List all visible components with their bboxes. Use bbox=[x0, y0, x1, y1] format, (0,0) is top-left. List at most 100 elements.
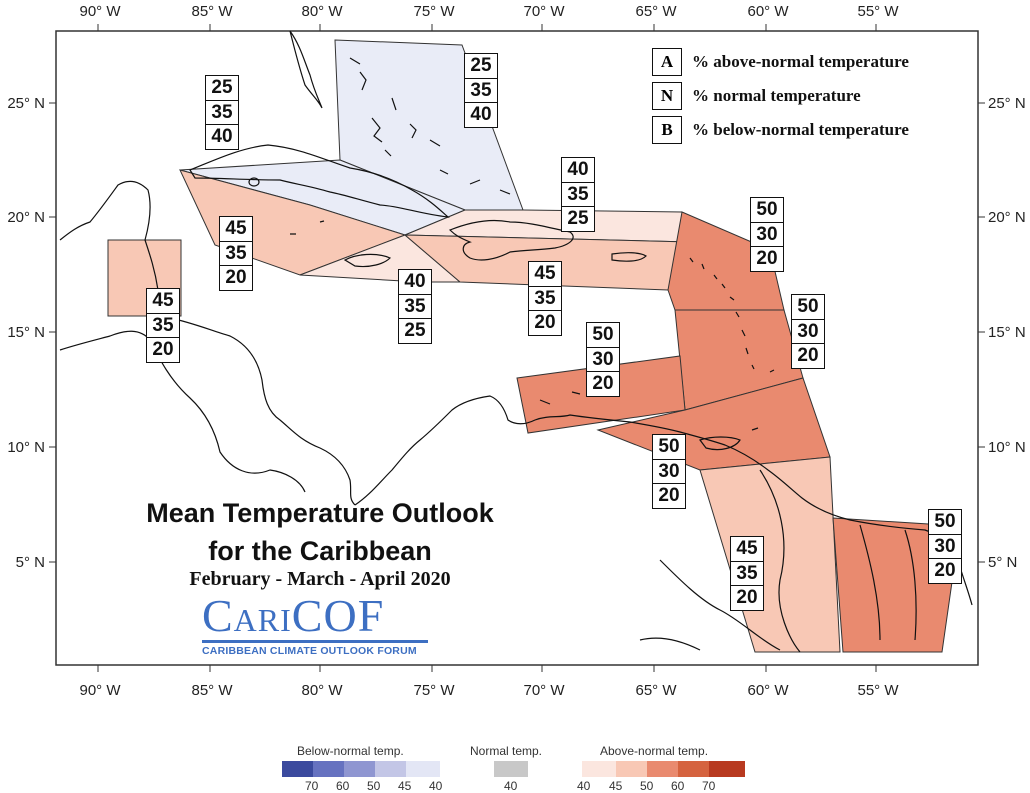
probability-key: A % above-normal temperature N % normal … bbox=[652, 45, 972, 147]
colorbar bbox=[282, 761, 745, 777]
key-letter: A bbox=[652, 48, 682, 76]
map-title: Mean Temperature Outlook bbox=[146, 498, 494, 528]
lon-label-top: 60° W bbox=[747, 3, 789, 20]
colorbar-swatch bbox=[406, 761, 440, 777]
colorbar-label: 70 bbox=[305, 779, 319, 793]
lon-label-top: 65° W bbox=[635, 3, 677, 20]
prob-stack-abc: 50 30 20 bbox=[586, 322, 620, 398]
lon-label-top: 75° W bbox=[413, 3, 455, 20]
coastlines bbox=[59, 30, 973, 653]
colorbar-below-title: Below-normal temp. bbox=[297, 744, 404, 758]
lon-label-top: 55° W bbox=[857, 3, 899, 20]
colorbar-label: 40 bbox=[577, 779, 591, 793]
lat-label-left: 5° N bbox=[16, 554, 45, 571]
prob-normal: 35 bbox=[219, 240, 253, 267]
map-title-line2: for the Caribbean bbox=[208, 536, 432, 566]
prob-normal: 30 bbox=[586, 346, 620, 373]
key-text: % below-normal temperature bbox=[692, 120, 909, 139]
prob-above: 50 bbox=[791, 294, 825, 320]
prob-below: 25 bbox=[561, 206, 595, 233]
prob-below: 20 bbox=[219, 265, 253, 292]
colorbar-swatch bbox=[647, 761, 678, 777]
prob-stack-suriname: 50 30 20 bbox=[928, 509, 962, 585]
prob-normal: 35 bbox=[528, 285, 562, 312]
key-row-normal: N % normal temperature bbox=[652, 79, 972, 113]
prob-stack-turks: 40 35 25 bbox=[561, 157, 595, 233]
prob-normal: 35 bbox=[561, 181, 595, 208]
colorbar-swatch bbox=[494, 761, 528, 777]
prob-above: 40 bbox=[398, 269, 432, 295]
colorbar-label: 40 bbox=[504, 779, 518, 793]
lon-label-bottom: 75° W bbox=[413, 682, 455, 699]
colorbar-label: 40 bbox=[429, 779, 443, 793]
prob-normal: 35 bbox=[398, 293, 432, 320]
prob-stack-guyana: 45 35 20 bbox=[730, 536, 764, 612]
key-letter: B bbox=[652, 116, 682, 144]
prob-stack-cayman: 45 35 20 bbox=[219, 216, 253, 292]
prob-below: 20 bbox=[146, 337, 180, 364]
prob-stack-hispaniola: 45 35 20 bbox=[528, 261, 562, 337]
lon-label-top: 90° W bbox=[79, 3, 121, 20]
prob-above: 25 bbox=[205, 75, 239, 101]
prob-below: 40 bbox=[205, 124, 239, 151]
prob-below: 40 bbox=[464, 102, 498, 129]
colorbar-label: 45 bbox=[609, 779, 623, 793]
lat-label-left: 10° N bbox=[7, 439, 45, 456]
prob-below: 20 bbox=[750, 246, 784, 273]
prob-above: 50 bbox=[586, 322, 620, 348]
lat-label-left: 15° N bbox=[7, 324, 45, 341]
lon-label-bottom: 60° W bbox=[747, 682, 789, 699]
colorbar-swatch bbox=[282, 761, 313, 777]
prob-above: 45 bbox=[730, 536, 764, 562]
logo-subtitle: CARIBBEAN CLIMATE OUTLOOK FORUM bbox=[202, 645, 417, 657]
lon-label-bottom: 80° W bbox=[301, 682, 343, 699]
colorbar-above-title: Above-normal temp. bbox=[600, 744, 709, 758]
key-text: % normal temperature bbox=[692, 86, 861, 105]
colorbar-label: 60 bbox=[336, 779, 350, 793]
prob-normal: 35 bbox=[146, 312, 180, 339]
prob-above: 50 bbox=[750, 197, 784, 223]
lon-label-bottom: 70° W bbox=[523, 682, 565, 699]
logo-rule bbox=[202, 640, 428, 643]
prob-normal: 30 bbox=[928, 533, 962, 560]
prob-below: 25 bbox=[398, 318, 432, 345]
key-row-below: B % below-normal temperature bbox=[652, 113, 972, 147]
prob-stack-bahamas: 25 35 40 bbox=[464, 53, 498, 129]
lat-label-left: 25° N bbox=[7, 95, 45, 112]
lat-label-right: 15° N bbox=[988, 324, 1026, 341]
prob-below: 20 bbox=[652, 483, 686, 510]
lon-label-bottom: 90° W bbox=[79, 682, 121, 699]
prob-normal: 30 bbox=[652, 458, 686, 485]
lat-label-right: 25° N bbox=[988, 95, 1026, 112]
prob-normal: 35 bbox=[205, 99, 239, 126]
prob-stack-cuba: 25 35 40 bbox=[205, 75, 239, 151]
prob-above: 40 bbox=[561, 157, 595, 183]
lon-label-bottom: 55° W bbox=[857, 682, 899, 699]
lat-label-left: 20° N bbox=[7, 209, 45, 226]
colorbar-swatch bbox=[616, 761, 647, 777]
lon-axis: 90° W 85° W 80° W 75° W 70° W 65° W 60° … bbox=[79, 3, 899, 699]
caricof-logo: CariCOF CARIBBEAN CLIMATE OUTLOOK FORUM bbox=[202, 592, 432, 657]
prob-below: 20 bbox=[791, 343, 825, 370]
prob-normal: 35 bbox=[730, 560, 764, 587]
prob-below: 20 bbox=[528, 310, 562, 337]
colorbar-label: 50 bbox=[640, 779, 654, 793]
lat-label-right: 20° N bbox=[988, 209, 1026, 226]
colorbar-swatch bbox=[375, 761, 406, 777]
prob-stack-trinidad: 50 30 20 bbox=[652, 434, 686, 510]
logo-wordmark: CariCOF bbox=[202, 590, 385, 641]
colorbar-swatch bbox=[709, 761, 745, 777]
prob-stack-belize: 45 35 20 bbox=[146, 288, 180, 364]
prob-above: 50 bbox=[928, 509, 962, 535]
prob-stack-leeward: 50 30 20 bbox=[750, 197, 784, 273]
lon-label-bottom: 85° W bbox=[191, 682, 233, 699]
prob-above: 25 bbox=[464, 53, 498, 79]
colorbar-swatch bbox=[678, 761, 709, 777]
lon-label-top: 70° W bbox=[523, 3, 565, 20]
prob-stack-jamaica: 40 35 25 bbox=[398, 269, 432, 345]
prob-below: 20 bbox=[586, 371, 620, 398]
lat-axis: 25° N 20° N 15° N 10° N 5° N 25° N 20° N… bbox=[7, 95, 1025, 571]
key-row-above: A % above-normal temperature bbox=[652, 45, 972, 79]
prob-normal: 35 bbox=[464, 77, 498, 104]
prob-above: 50 bbox=[652, 434, 686, 460]
